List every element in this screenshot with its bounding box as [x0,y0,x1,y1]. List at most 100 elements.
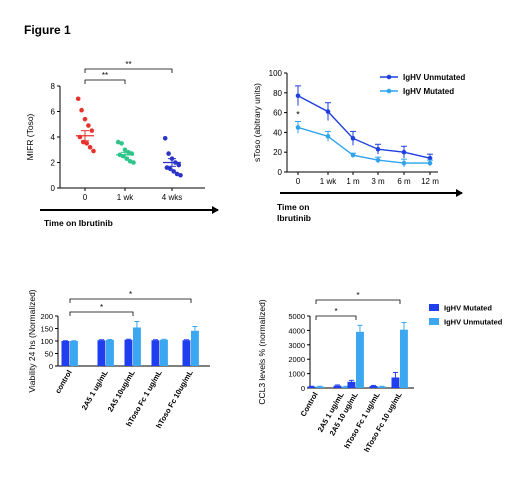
panel-a-time-label: Time on Ibrutinib [44,218,113,228]
panel-d-bar [391,377,400,388]
panel-b-y-axis-tick-label: 80 [273,89,282,98]
panel-c-y-axis-tick-label: 0 [49,362,53,371]
panel-c-significance-bracket [69,311,134,316]
panel-a-y-axis-label: MIFR (Toso) [25,113,35,160]
panel-a-y-axis-tick-label: 6 [51,108,56,117]
panel-d-bar [347,381,356,388]
figure-title: Figure 1 [24,23,71,37]
panel-c-bar [61,341,70,366]
panel-c-y-axis-tick-label: 50 [45,350,53,359]
panel-b-x-tick-label: 6 m [397,177,411,186]
panel-b-line-chart: 0 20 40 60 80 100 sToso (abitrary units) 0 1 wk 1… [252,69,465,223]
panel-b-x-tick-label: 1 m [346,177,360,186]
panel-d-bar [316,386,324,388]
panel-a-data-point [87,144,93,150]
panel-c-bar [133,327,141,366]
panel-b-significance-star: * [296,110,300,120]
panel-c-bar [124,339,133,366]
panel-a-data-point [162,135,168,141]
panel-a-data-point [84,141,89,146]
panel-d-legend-label: IgHV Mutated [444,304,492,313]
panel-b-data-point [401,160,407,166]
panel-a-data-point [89,128,95,133]
panel-c-x-tick-label: 2A5 10ug/mL [106,368,137,413]
panel-b-legend-marker [386,74,392,80]
panel-b-data-point [295,93,301,99]
panel-c-significance-bracket [69,298,192,303]
panel-c-bar [106,340,114,366]
panel-b-data-point [401,149,407,155]
panel-a-data-point [171,169,176,174]
panel-b-x-tick-label: 12 m [421,177,439,186]
panel-d-bar [400,329,408,388]
panel-c-y-axis-tick-label: 200 [40,312,53,321]
panel-a-data-point [166,151,171,156]
panel-a-significance-bracket-label: ** [125,60,131,69]
panel-a-y-axis-tick-label: 4 [51,133,56,142]
panel-b-y-axis-tick-label: 60 [273,109,282,118]
panel-d-bar [378,386,386,388]
panel-d-ccl3-bar-chart: 0 1000 2000 3000 4000 5000 CCL3 levels % (norm… [257,291,503,454]
panel-b-legend-label: IgHV Unmutated [403,73,465,82]
panel-b-x-tick-label: 3 m [371,177,385,186]
panel-d-y-axis-tick-label: 3000 [288,341,305,350]
panel-d-bar [342,386,350,388]
panel-b-y-axis-tick-label: 100 [269,69,283,78]
panel-b-y-axis-tick-label: 40 [273,128,282,137]
panel-d-y-axis-tick-label: 1000 [288,370,305,379]
panel-a-data-point [91,148,96,154]
panel-d-x-tick-label: Control [299,391,320,419]
panel-c-bar [97,340,106,366]
panel-b-data-point [350,136,356,141]
panel-b-time-label-line1: Time on [277,202,309,212]
panel-a-data-point [168,166,173,172]
panel-b-data-point [325,134,331,139]
panel-d-bar [356,331,364,388]
panel-a-scatter-plot: 0 2 4 6 8 MIFR (Toso) 0 1 wk 4 wks ** ** [25,60,205,202]
panel-a-data-point [131,160,136,165]
panel-b-series-line [297,95,431,159]
panel-d-y-axis-tick-label: 0 [301,384,305,393]
panel-d-significance-bracket [315,299,401,304]
panel-d-legend-swatch [429,304,439,311]
panel-d-significance-bracket-label: * [334,307,337,316]
panel-c-y-axis-tick-label: 150 [40,325,53,334]
panel-b-y-axis-tick-label: 0 [278,168,283,177]
panel-d-legend-swatch [429,318,439,325]
panel-b-y-axis-label: sToso (abitrary units) [252,83,262,162]
panel-c-bar [70,341,78,366]
panel-b-legend-marker [386,88,392,94]
panel-a-y-axis-tick-label: 2 [51,159,56,168]
panel-b-data-point [295,125,301,130]
panel-d-bar [307,386,316,388]
panel-c-bar [191,330,199,366]
panel-a-data-point [178,172,183,178]
panel-b-x-tick-label: 1 wk [320,177,337,186]
panel-c-bar [151,340,160,366]
panel-a-data-point [122,147,128,153]
panel-d-significance-bracket-label: * [356,291,359,300]
panel-a-significance-bracket [84,79,126,84]
panel-d-bar [369,385,378,388]
panel-b-data-point [375,146,381,152]
panel-c-bar [160,339,168,366]
panel-a-data-point [119,141,124,146]
panel-a-data-point [86,123,91,128]
panel-b-y-axis-tick-label: 20 [273,148,282,157]
panel-c-y-axis-tick-label: 100 [40,337,53,346]
panel-a-significance-bracket-label: ** [102,71,108,80]
panel-d-y-axis-label: CCL3 levels % (normalized) [257,299,267,405]
panel-b-time-label-line2: Ibrutinib [277,213,311,223]
panel-c-y-axis-label: Viability 24 hs (Normalized) [27,289,37,392]
panel-a-y-axis-tick-label: 8 [51,82,56,91]
panel-a-data-point [79,107,84,113]
panel-c-x-tick-label: control [53,369,74,396]
panel-a-x-tick-label: 0 [83,193,88,202]
panel-c-bar [182,340,191,366]
panel-a-significance-bracket [84,68,173,73]
panel-b-data-point [375,157,381,163]
panel-a-x-tick-label: 4 wks [162,193,182,202]
panel-b-data-point [325,109,331,114]
panel-d-y-axis-tick-label: 2000 [288,355,305,364]
